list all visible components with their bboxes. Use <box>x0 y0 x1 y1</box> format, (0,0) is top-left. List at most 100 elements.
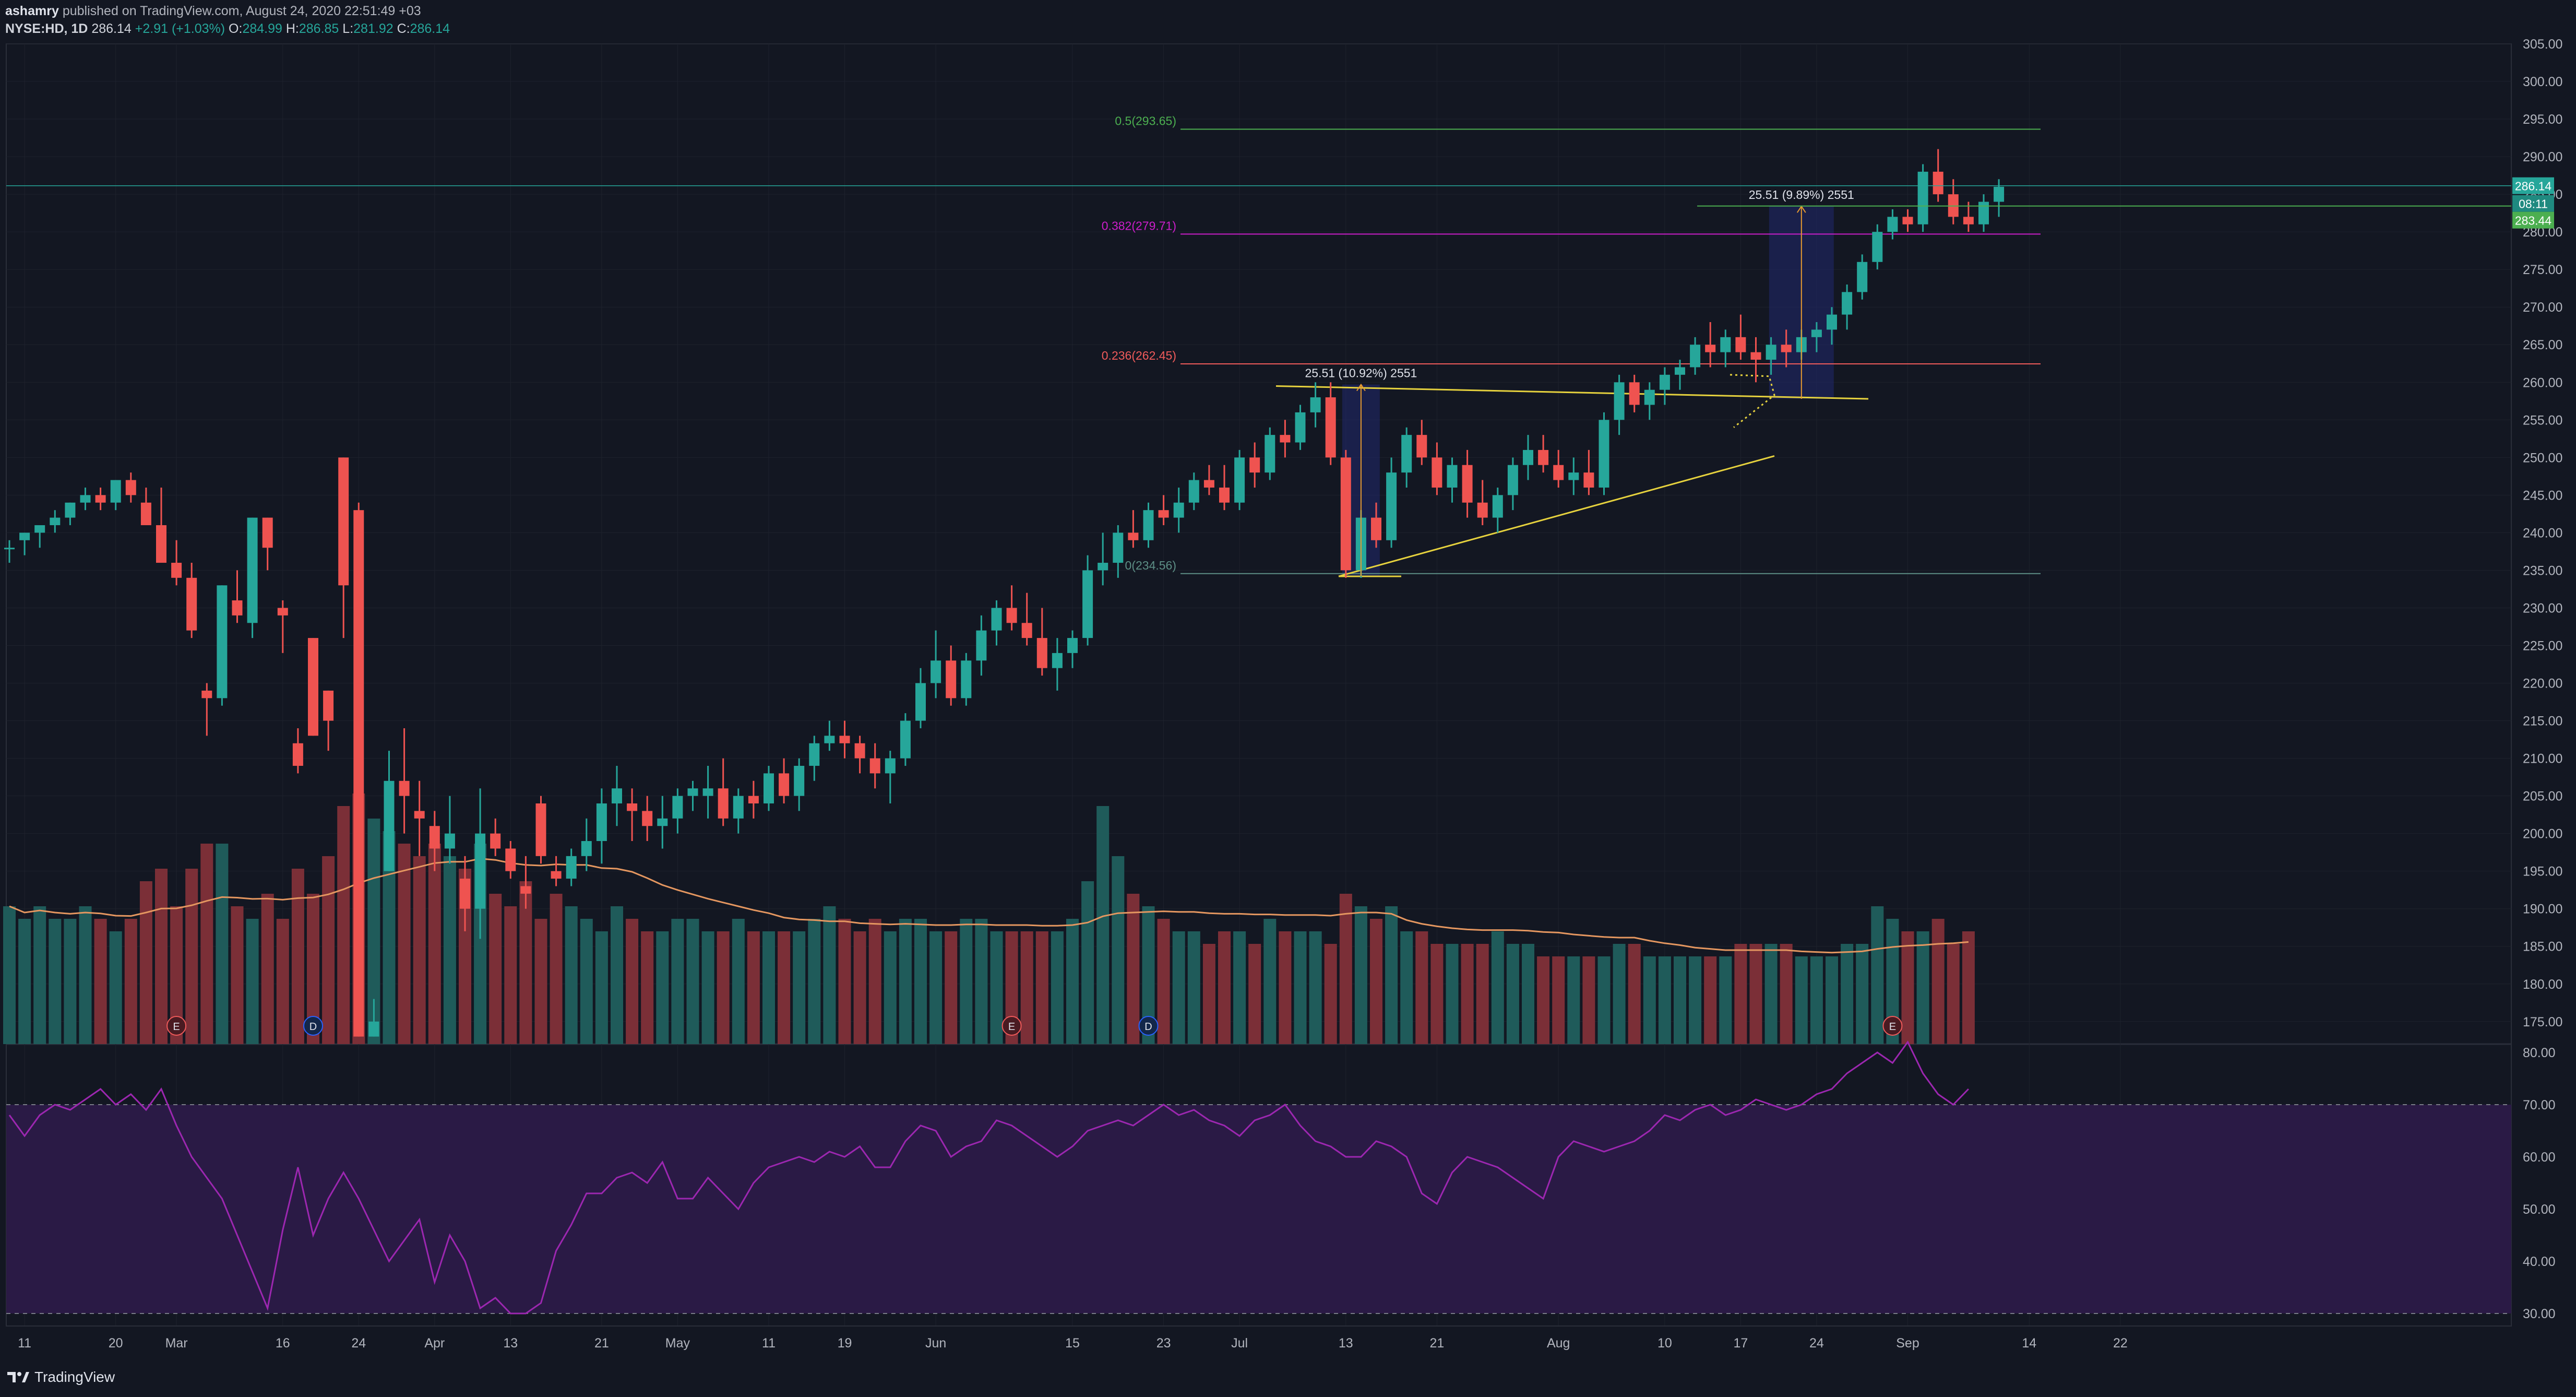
candle-body <box>34 525 45 533</box>
rsi-tick-label: 60.00 <box>2523 1150 2556 1165</box>
price-tick-label: 215.00 <box>2523 714 2562 729</box>
candle-body <box>140 502 151 525</box>
candle-body <box>1887 217 1898 232</box>
volume-bar <box>565 906 578 1044</box>
marker-letter: D <box>309 1021 317 1033</box>
volume-bar <box>717 931 730 1044</box>
volume-bar <box>1826 956 1838 1044</box>
candle-body <box>323 690 334 721</box>
candle-body <box>1917 171 1928 224</box>
earnings-marker-icon <box>166 1016 187 1036</box>
candle-body <box>1113 532 1124 563</box>
candle-body <box>535 803 546 856</box>
volume-bar <box>1172 931 1185 1044</box>
candle-body <box>1203 480 1214 488</box>
price-tick-label: 240.00 <box>2523 526 2562 540</box>
candle-body <box>50 517 61 525</box>
candle-body <box>1036 638 1047 668</box>
volume-bar <box>1400 931 1413 1044</box>
volume-bar <box>1658 956 1671 1044</box>
axis-price-tag-label: 283.44 <box>2515 214 2552 228</box>
price-tick-label: 265.00 <box>2523 338 2562 352</box>
axis-price-tag <box>2512 177 2554 194</box>
date-tick-label: 24 <box>351 1336 366 1351</box>
date-tick-label: Jul <box>1231 1336 1248 1351</box>
volume-bar <box>1764 944 1778 1044</box>
footer: TradingView <box>6 1367 115 1388</box>
price-tick-label: 300.00 <box>2523 75 2562 89</box>
candle-body <box>1098 563 1108 571</box>
volume-bar <box>914 919 927 1044</box>
volume-bar <box>1856 944 1869 1044</box>
date-tick-label: Sep <box>1896 1336 1919 1351</box>
volume-bar <box>64 919 77 1044</box>
price-tick-label: 200.00 <box>2523 827 2562 842</box>
volume-bar <box>793 931 806 1044</box>
candle-body <box>702 788 713 796</box>
volume-bar <box>1233 931 1246 1044</box>
candle-body <box>946 660 957 699</box>
volume-bar <box>1613 944 1626 1044</box>
low-label: L: <box>342 21 354 36</box>
candle-body <box>657 818 668 826</box>
volume-bar <box>124 919 137 1044</box>
candle-body <box>201 690 212 699</box>
volume-bar <box>337 806 350 1044</box>
fib-level-label: 0.236(262.45) <box>1102 349 1176 362</box>
volume-bar <box>1506 944 1519 1044</box>
candle-body <box>809 743 820 766</box>
volume-bar <box>1597 956 1611 1044</box>
volume-bar <box>1020 931 1033 1044</box>
volume-bar <box>1704 956 1717 1044</box>
volume-bar <box>884 931 897 1044</box>
price-tick-label: 235.00 <box>2523 563 2562 578</box>
earnings-marker-icon <box>1001 1016 1022 1036</box>
volume-bar <box>1218 931 1231 1044</box>
tradingview-logo-icon[interactable] <box>6 1370 29 1384</box>
candle-body <box>991 608 1002 631</box>
candle-body <box>854 743 865 759</box>
rsi-tick-label: 50.00 <box>2523 1202 2556 1217</box>
volume-bar <box>899 919 912 1044</box>
candle-body <box>1234 457 1245 503</box>
candle-body <box>869 758 880 774</box>
candle-body <box>1933 171 1943 195</box>
volume-bar <box>1947 944 1960 1044</box>
candle-body <box>1902 217 1913 224</box>
candle-body <box>65 502 76 518</box>
price-change: +2.91 (+1.03%) <box>135 21 225 36</box>
measure-arrow-head <box>1356 383 1366 392</box>
axis-price-tag <box>2512 211 2554 229</box>
candle-body <box>384 780 395 871</box>
volume-bar <box>1066 919 1079 1044</box>
volume-bar <box>1491 931 1504 1044</box>
candle-body <box>1963 217 1974 224</box>
candle-body <box>1401 435 1412 473</box>
date-tick-label: 20 <box>109 1336 123 1351</box>
volume-bar <box>1096 806 1110 1044</box>
candle-body <box>4 548 15 550</box>
date-tick-label: 19 <box>838 1336 852 1351</box>
marker-letter: E <box>1889 1021 1896 1033</box>
candle-body <box>308 638 318 736</box>
price-tick-label: 260.00 <box>2523 375 2562 390</box>
volume-bar <box>671 919 684 1044</box>
candle-body <box>171 563 182 578</box>
candle-body <box>794 765 805 796</box>
candle-body <box>1265 435 1275 473</box>
publisher-name[interactable]: ashamry <box>5 4 59 18</box>
volume-bar <box>1446 944 1459 1044</box>
axis-price-tag <box>2512 195 2554 212</box>
candle-body <box>1128 532 1139 540</box>
candle-body <box>1052 653 1063 668</box>
volume-bar <box>1901 931 1914 1044</box>
rsi-band <box>6 1105 2511 1313</box>
candle-body <box>566 856 577 879</box>
candle-body <box>1994 186 2005 202</box>
candle-body <box>1462 465 1473 503</box>
symbol-timeframe[interactable]: NYSE:HD, 1D <box>5 21 88 36</box>
candle-body <box>277 608 288 615</box>
candle-body <box>110 480 121 503</box>
volume-bar <box>1461 944 1474 1044</box>
